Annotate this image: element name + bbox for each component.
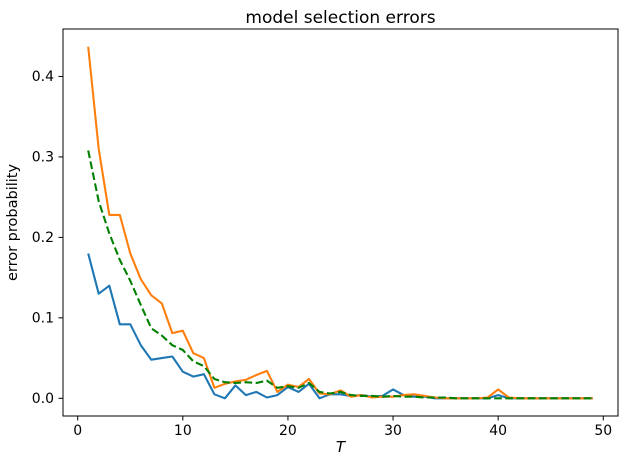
chart-title: model selection errors [245, 8, 435, 28]
y-tick-label: 0.0 [32, 391, 54, 407]
x-tick-label: 30 [384, 423, 402, 439]
series-line-green-dashed [87, 150, 593, 400]
x-tick-label: 0 [73, 423, 82, 439]
axes-spines [62, 28, 619, 417]
plot-dynamic-layer: 0 10 20 30 40 50 0.0 0.1 0.2 0.3 0.4 [32, 28, 619, 439]
x-tick-label: 50 [594, 423, 612, 439]
y-tick-label: 0.4 [32, 69, 54, 85]
y-tick-label: 0.3 [32, 149, 54, 165]
x-axis-label: T [336, 438, 347, 456]
series-line-orange-solid [87, 46, 593, 400]
x-tick-label: 40 [489, 423, 507, 439]
x-tick-label: 20 [279, 423, 297, 439]
y-axis-label: error probability [5, 164, 21, 281]
plot-static-layer: model selection errors error probability… [5, 8, 436, 456]
y-tick-label: 0.2 [32, 230, 54, 246]
y-tick-label: 0.1 [32, 310, 54, 326]
series-line-blue-solid [87, 253, 593, 400]
x-tick-label: 10 [174, 423, 192, 439]
